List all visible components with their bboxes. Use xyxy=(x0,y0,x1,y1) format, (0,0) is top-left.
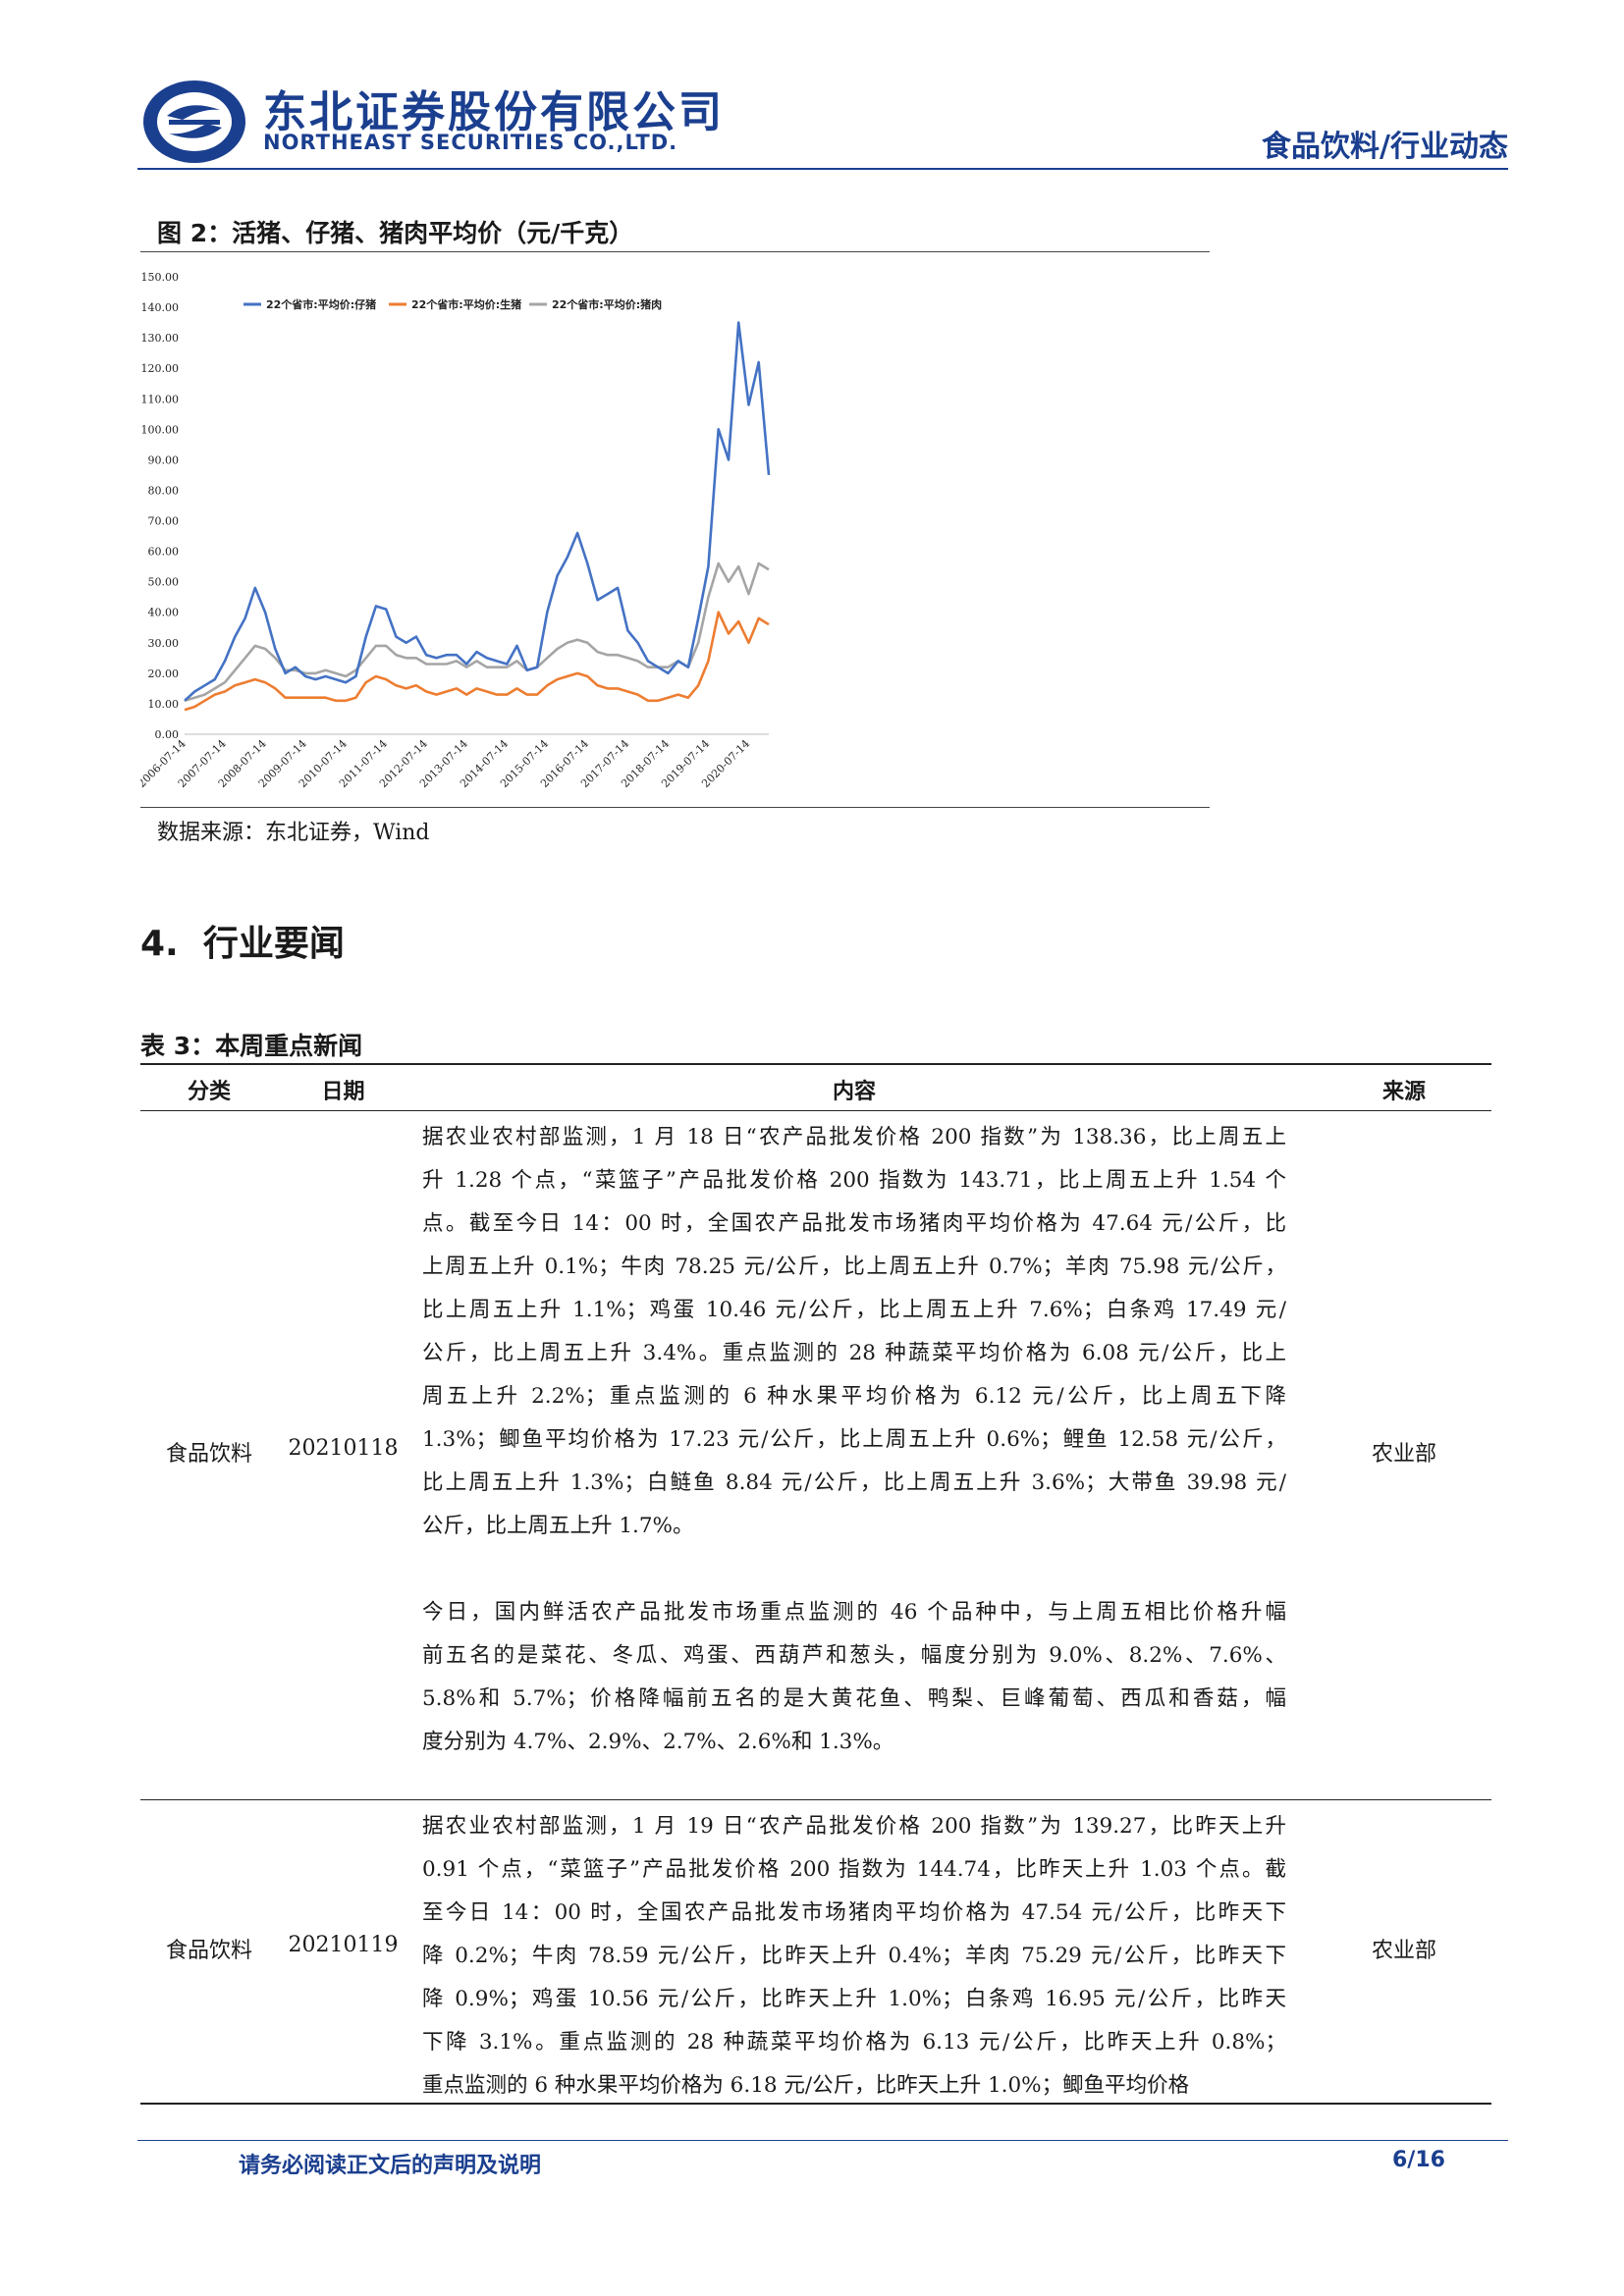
series-line xyxy=(184,611,770,712)
news-row-2-source: 农业部 xyxy=(1371,1939,1436,1963)
content-line: 至今日 14：00 时，全国农产品批发市场猪肉平均价格为 47.54 元/公斤，… xyxy=(422,1900,1286,1925)
column-header-source: 来源 xyxy=(1381,1080,1426,1104)
y-tick-label: 60.00 xyxy=(148,546,180,559)
chart-legend: 22个省市:平均价:仔猪 22个省市:平均价:生猪 22个省市:平均价:猪肉 xyxy=(244,297,662,311)
page-number: 6/16 xyxy=(1392,2148,1445,2172)
column-header-date: 日期 xyxy=(321,1080,365,1104)
y-tick-label: 120.00 xyxy=(141,362,180,375)
company-logo xyxy=(143,80,245,163)
content-line: 度分别为 4.7%、2.9%、2.7%、2.6%和 1.3%。 xyxy=(422,1730,894,1754)
content-line xyxy=(422,1548,1286,1591)
content-line: 据农业农村部监测，1 月 18 日“农产品批发价格 200 指数”为 138.3… xyxy=(422,1125,1286,1149)
content-line: 周五上升 2.2%；重点监测的 6 种水果平均价格为 6.12 元/公斤，比上周… xyxy=(422,1384,1286,1409)
content-line: 重点监测的 6 种水果平均价格为 6.18 元/公斤，比昨天上升 1.0%；鲫鱼… xyxy=(422,2073,1190,2098)
series-line xyxy=(184,321,771,702)
content-line: 下降 3.1%。重点监测的 28 种蔬菜平均价格为 6.13 元/公斤，比昨天上… xyxy=(422,2030,1286,2055)
footer-divider xyxy=(137,2140,1508,2141)
figure-source: 数据来源：东北证券，Wind xyxy=(157,821,430,845)
news-row-2-content: 据农业农村部监测，1 月 19 日“农产品批发价格 200 指数”为 139.2… xyxy=(422,1805,1286,2108)
section-heading: 4. 行业要闻 xyxy=(140,915,345,966)
y-tick-label: 30.00 xyxy=(148,637,180,650)
content-line: 比上周五上升 1.1%；鸡蛋 10.46 元/公斤，比上周五上升 7.6%；白条… xyxy=(422,1298,1286,1322)
y-tick-label: 90.00 xyxy=(148,454,180,466)
legend-label: 22个省市:平均价:生猪 xyxy=(411,297,521,311)
table-bottom-rule xyxy=(140,2103,1491,2105)
series-line xyxy=(184,561,770,703)
y-tick-label: 150.00 xyxy=(141,271,180,284)
news-row-2-category: 食品饮料 xyxy=(165,1939,252,1963)
table-header-rule xyxy=(140,1110,1491,1111)
report-section-label: 食品饮料/行业动态 xyxy=(1262,130,1508,164)
news-row-1-category: 食品饮料 xyxy=(165,1442,252,1467)
price-line-chart: 0.00 10.00 20.00 30.00 40.00 50.00 60.00 70.00 8… xyxy=(140,271,771,790)
y-tick-label: 50.00 xyxy=(148,576,180,589)
content-line: 降 0.2%；牛肉 78.59 元/公斤，比昨天上升 0.4%；羊肉 75.29… xyxy=(422,1944,1286,1968)
section-number: 4. xyxy=(140,924,179,964)
table-row-separator xyxy=(140,1799,1491,1800)
y-tick-label: 20.00 xyxy=(148,667,180,680)
y-tick-label: 40.00 xyxy=(148,607,180,619)
content-line: 升 1.28 个点，“菜篮子”产品批发价格 200 指数为 143.71，比上周… xyxy=(422,1168,1286,1193)
column-header-category: 分类 xyxy=(187,1080,231,1104)
content-line: 前五名的是菜花、冬瓜、鸡蛋、西葫芦和葱头，幅度分别为 9.0%、8.2%、7.6… xyxy=(422,1643,1286,1668)
y-tick-label: 0.00 xyxy=(155,728,180,741)
y-tick-label: 100.00 xyxy=(141,423,180,436)
news-row-1-date: 20210118 xyxy=(288,1436,399,1461)
news-row-1-content: 据农业农村部监测，1 月 18 日“农产品批发价格 200 指数”为 138.3… xyxy=(422,1116,1286,1764)
content-line: 降 0.9%；鸡蛋 10.56 元/公斤，比昨天上升 1.0%；白条鸡 16.9… xyxy=(422,1987,1286,2011)
legend-label: 22个省市:平均价:猪肉 xyxy=(552,297,662,311)
section-title: 行业要闻 xyxy=(202,924,345,964)
content-line: 上周五上升 0.1%；牛肉 78.25 元/公斤，比上周五上升 0.7%；羊肉 … xyxy=(422,1255,1286,1279)
content-line: 据农业农村部监测，1 月 19 日“农产品批发价格 200 指数”为 139.2… xyxy=(422,1814,1286,1839)
figure-bottom-rule xyxy=(140,807,1210,808)
company-name-cn: 东北证券股份有限公司 xyxy=(263,87,725,137)
legend-label: 22个省市:平均价:仔猪 xyxy=(266,297,376,311)
y-tick-label: 140.00 xyxy=(141,301,180,314)
table-top-rule xyxy=(140,1063,1491,1065)
figure-top-rule xyxy=(140,251,1210,252)
y-tick-label: 110.00 xyxy=(141,393,180,405)
series-lines xyxy=(184,321,771,712)
news-row-2-date: 20210119 xyxy=(288,1933,399,1957)
y-tick-label: 10.00 xyxy=(148,698,180,711)
column-header-content: 内容 xyxy=(832,1080,876,1104)
y-axis: 0.00 10.00 20.00 30.00 40.00 50.00 60.00 70.00 8… xyxy=(141,271,180,741)
content-line: 0.91 个点，“菜篮子”产品批发价格 200 指数为 144.74，比昨天上升… xyxy=(422,1857,1286,1882)
content-line: 公斤，比上周五上升 1.7%。 xyxy=(422,1514,694,1538)
content-line: 1.3%；鲫鱼平均价格为 17.23 元/公斤，比上周五上升 0.6%；鲤鱼 1… xyxy=(422,1427,1286,1452)
content-line: 比上周五上升 1.3%；白鲢鱼 8.84 元/公斤，比上周五上升 3.6%；大带… xyxy=(422,1470,1286,1495)
news-row-1-source: 农业部 xyxy=(1371,1442,1436,1467)
company-name-en: NORTHEAST SECURITIES CO.,LTD. xyxy=(263,131,678,154)
content-line: 今日，国内鲜活农产品批发市场重点监测的 46 个品种中，与上周五相比价格升幅 xyxy=(422,1600,1286,1625)
content-line: 点。截至今日 14：00 时，全国农产品批发市场猪肉平均价格为 47.64 元/… xyxy=(422,1211,1286,1236)
x-axis: 2006-07-142007-07-142008-07-142009-07-14… xyxy=(140,733,769,790)
figure-title: 图 2：活猪、仔猪、猪肉平均价（元/千克） xyxy=(157,219,634,247)
footer-disclaimer: 请务必阅读正文后的声明及说明 xyxy=(239,2154,542,2178)
y-tick-label: 130.00 xyxy=(141,332,180,345)
y-tick-label: 80.00 xyxy=(148,484,180,497)
y-tick-label: 70.00 xyxy=(148,515,180,528)
header-divider xyxy=(137,168,1508,170)
content-line: 5.8%和 5.7%；价格降幅前五名的是大黄花鱼、鸭梨、巨峰葡萄、西瓜和香菇，幅 xyxy=(422,1686,1286,1711)
content-line: 公斤，比上周五上升 3.4%。重点监测的 28 种蔬菜平均价格为 6.08 元/… xyxy=(422,1341,1286,1365)
table-caption: 表 3：本周重点新闻 xyxy=(140,1032,363,1060)
